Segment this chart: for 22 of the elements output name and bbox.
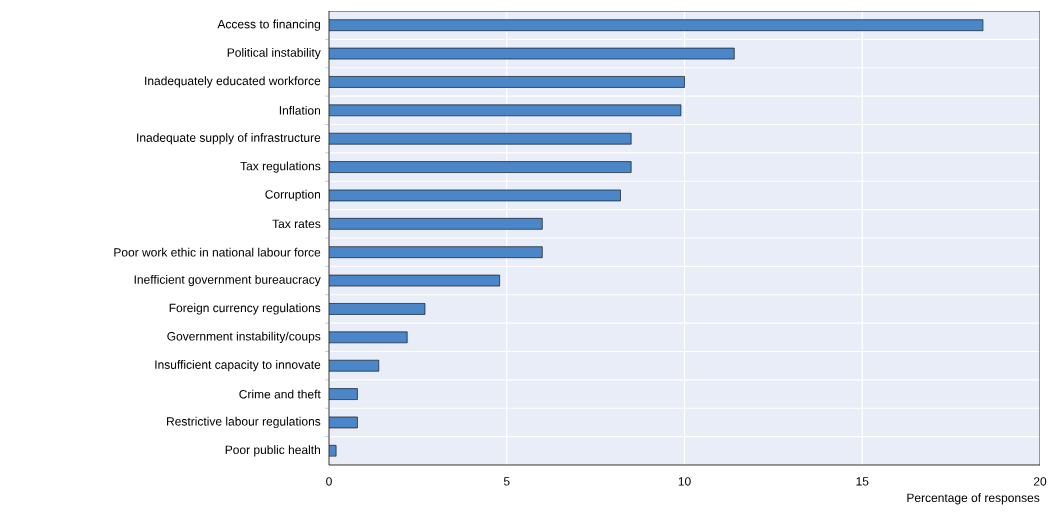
y-tick-label: Poor public health [225, 445, 320, 457]
y-tick-label: Restrictive labour regulations [167, 416, 321, 429]
x-tick-label: 0 [326, 477, 332, 486]
x-axis-title: Percentage of responses [907, 493, 1040, 505]
y-tick-label: Access to financing [217, 19, 320, 31]
y-tick-label: Inadequately educated workforce [145, 76, 321, 88]
y-tick-label: Poor work ethic in national labour force [114, 247, 321, 257]
x-tick-label: 15 [856, 477, 869, 486]
y-tick-label: Tax regulations [240, 161, 321, 173]
y-tick-label: Crime and theft [239, 389, 321, 399]
x-tick-label: 20 [1033, 477, 1047, 486]
y-tick-label: Inadequate supply of infrastructure [137, 133, 321, 145]
x-tick-label: 5 [503, 477, 510, 486]
y-tick-label: Corruption [265, 189, 321, 202]
x-tick-label: 10 [678, 477, 691, 486]
y-tick-label: Government instability/coups [167, 331, 321, 343]
y-tick-label: Inflation [279, 105, 321, 115]
y-tick-label: Inefficient government bureaucracy [134, 274, 321, 287]
y-tick-label: Political instability [227, 47, 321, 60]
y-tick-label: Insufficient capacity to innovate [155, 360, 321, 372]
y-tick-label: Foreign currency regulations [169, 303, 321, 315]
y-tick-label: Tax rates [272, 219, 321, 228]
